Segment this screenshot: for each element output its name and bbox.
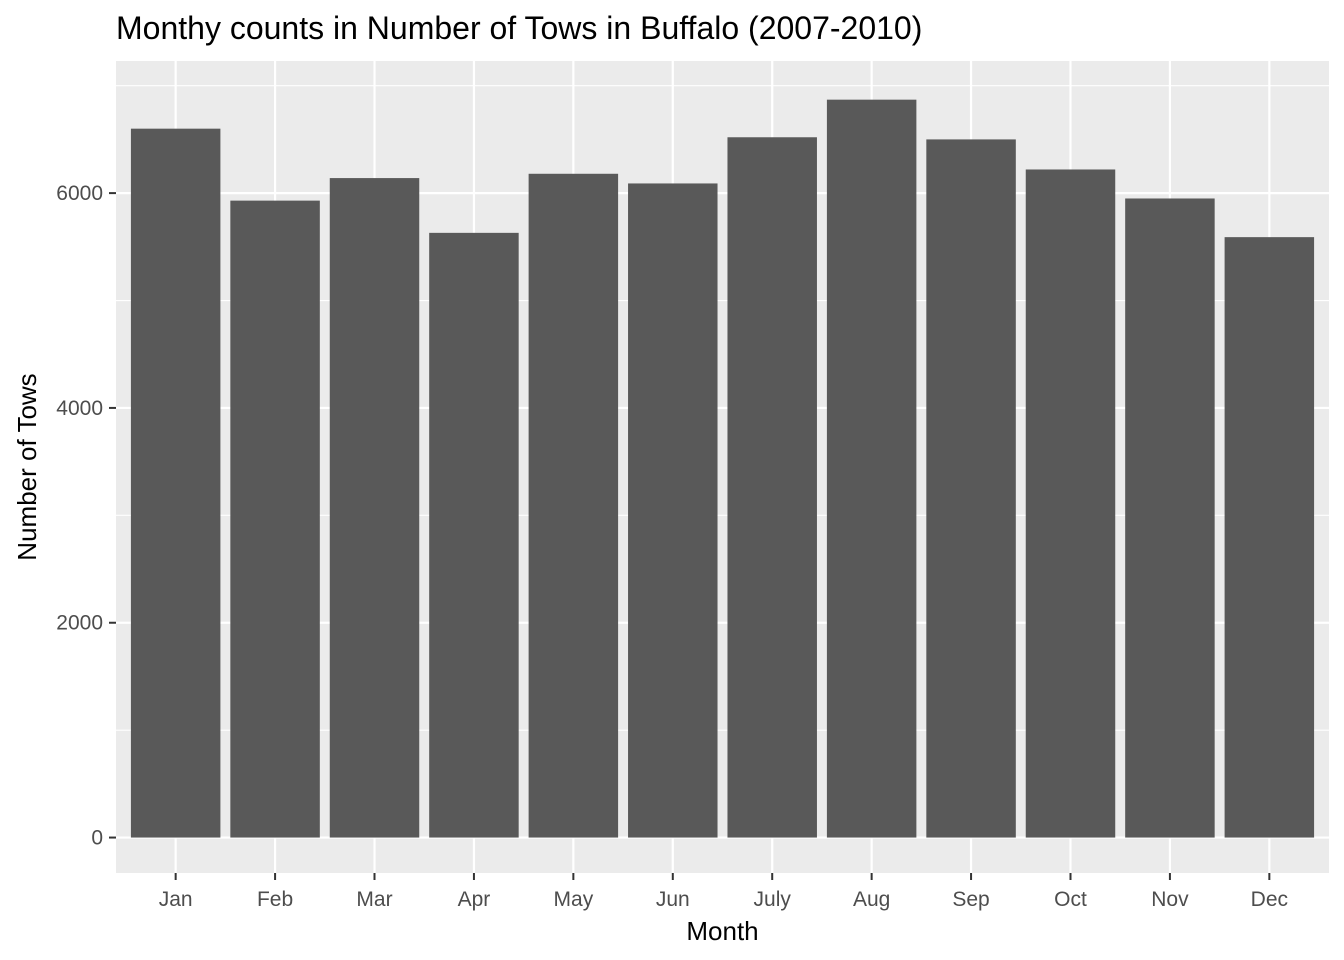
y-axis-title: Number of Tows xyxy=(12,373,42,560)
x-axis: Jan Feb Mar Apr May Jun July Aug Sep Oct Nov Dec xyxy=(159,873,1288,911)
bar-aug xyxy=(826,99,917,838)
x-tick-label: Nov xyxy=(1151,888,1189,911)
bar-oct xyxy=(1025,169,1116,838)
bar-apr xyxy=(429,232,519,838)
bar-feb xyxy=(230,200,320,838)
x-axis-title: Month xyxy=(686,916,758,946)
y-tick-label: 0 xyxy=(91,827,103,850)
bars xyxy=(130,99,1315,838)
y-tick-label: 2000 xyxy=(56,612,103,635)
bar-mar xyxy=(329,178,420,838)
bar-jan xyxy=(130,128,221,838)
bar-jun xyxy=(628,183,718,838)
bar-sep xyxy=(926,139,1016,838)
x-tick-label: Mar xyxy=(356,888,392,911)
bar-dec xyxy=(1224,237,1315,838)
x-tick-label: Jun xyxy=(656,888,690,911)
x-tick-label: Jan xyxy=(159,888,193,911)
x-tick-label: Oct xyxy=(1054,888,1087,911)
x-tick-label: May xyxy=(554,888,594,911)
y-tick-label: 6000 xyxy=(56,182,103,205)
x-tick-label: Aug xyxy=(853,888,890,911)
x-tick-label: July xyxy=(754,888,792,911)
y-axis: 0 2000 4000 6000 xyxy=(56,182,116,850)
x-tick-label: Dec xyxy=(1251,888,1288,911)
x-tick-label: Feb xyxy=(257,888,293,911)
bar-nov xyxy=(1125,198,1215,838)
x-tick-label: Apr xyxy=(458,888,491,911)
chart-title: Monthy counts in Number of Tows in Buffa… xyxy=(116,10,923,46)
x-tick-label: Sep xyxy=(952,888,989,911)
bar-july xyxy=(727,137,817,838)
y-tick-label: 4000 xyxy=(56,397,103,420)
bar-may xyxy=(528,173,619,838)
